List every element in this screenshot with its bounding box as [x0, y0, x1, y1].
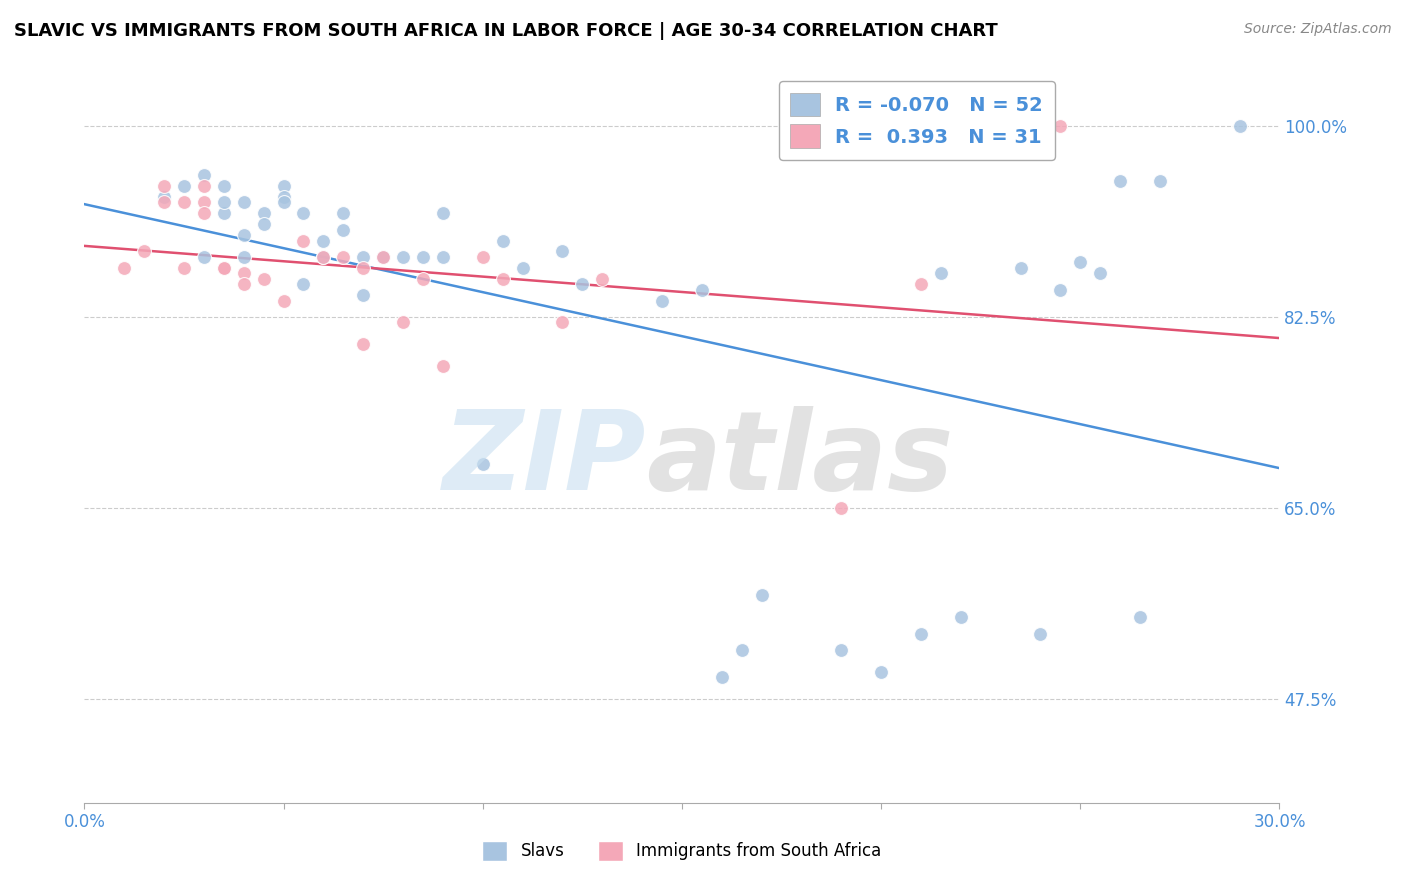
Point	[731, 643, 754, 657]
Point	[373, 250, 395, 264]
Point	[751, 588, 773, 602]
Point	[193, 195, 215, 210]
Point	[1109, 173, 1132, 187]
Point	[312, 234, 335, 248]
Point	[292, 277, 315, 292]
Point	[173, 260, 195, 275]
Point	[193, 179, 215, 194]
Point	[1010, 260, 1032, 275]
Text: atlas: atlas	[647, 406, 953, 513]
Point	[690, 283, 713, 297]
Point	[352, 288, 374, 302]
Point	[312, 250, 335, 264]
Point	[1229, 119, 1251, 133]
Point	[929, 266, 952, 280]
Point	[292, 206, 315, 220]
Point	[571, 277, 593, 292]
Point	[193, 168, 215, 182]
Point	[471, 458, 494, 472]
Point	[432, 250, 454, 264]
Point	[651, 293, 673, 308]
Point	[551, 315, 574, 329]
Point	[232, 277, 254, 292]
Text: ZIP: ZIP	[443, 406, 647, 513]
Point	[492, 234, 515, 248]
Point	[412, 272, 434, 286]
Point	[132, 244, 156, 259]
Point	[212, 260, 235, 275]
Point	[253, 217, 276, 231]
Point	[910, 626, 932, 640]
Point	[153, 179, 176, 194]
Point	[332, 222, 354, 236]
Point	[253, 206, 276, 220]
Point	[312, 250, 335, 264]
Point	[352, 250, 374, 264]
Point	[332, 250, 354, 264]
Legend: Slavs, Immigrants from South Africa: Slavs, Immigrants from South Africa	[475, 834, 889, 868]
Point	[173, 179, 195, 194]
Text: SLAVIC VS IMMIGRANTS FROM SOUTH AFRICA IN LABOR FORCE | AGE 30-34 CORRELATION CH: SLAVIC VS IMMIGRANTS FROM SOUTH AFRICA I…	[14, 22, 998, 40]
Point	[212, 195, 235, 210]
Point	[153, 195, 176, 210]
Point	[212, 260, 235, 275]
Point	[392, 315, 415, 329]
Point	[1049, 283, 1071, 297]
Point	[512, 260, 534, 275]
Point	[232, 228, 254, 243]
Text: Source: ZipAtlas.com: Source: ZipAtlas.com	[1244, 22, 1392, 37]
Point	[551, 244, 574, 259]
Point	[412, 250, 434, 264]
Point	[352, 260, 374, 275]
Point	[352, 337, 374, 351]
Point	[471, 250, 494, 264]
Point	[432, 359, 454, 373]
Point	[591, 272, 613, 286]
Point	[830, 501, 852, 516]
Point	[112, 260, 135, 275]
Point	[232, 195, 254, 210]
Point	[1149, 173, 1171, 187]
Point	[173, 195, 195, 210]
Point	[870, 665, 893, 679]
Point	[273, 190, 295, 204]
Point	[273, 195, 295, 210]
Point	[212, 179, 235, 194]
Point	[373, 250, 395, 264]
Point	[1129, 610, 1152, 624]
Point	[432, 206, 454, 220]
Point	[193, 206, 215, 220]
Point	[273, 179, 295, 194]
Point	[830, 643, 852, 657]
Point	[253, 272, 276, 286]
Point	[153, 190, 176, 204]
Point	[1049, 119, 1071, 133]
Point	[232, 250, 254, 264]
Point	[1090, 266, 1112, 280]
Point	[710, 670, 733, 684]
Point	[392, 250, 415, 264]
Point	[292, 234, 315, 248]
Point	[232, 266, 254, 280]
Point	[273, 293, 295, 308]
Point	[492, 272, 515, 286]
Point	[949, 610, 972, 624]
Point	[212, 206, 235, 220]
Point	[910, 277, 932, 292]
Point	[1069, 255, 1091, 269]
Point	[193, 250, 215, 264]
Point	[1029, 626, 1052, 640]
Point	[332, 206, 354, 220]
